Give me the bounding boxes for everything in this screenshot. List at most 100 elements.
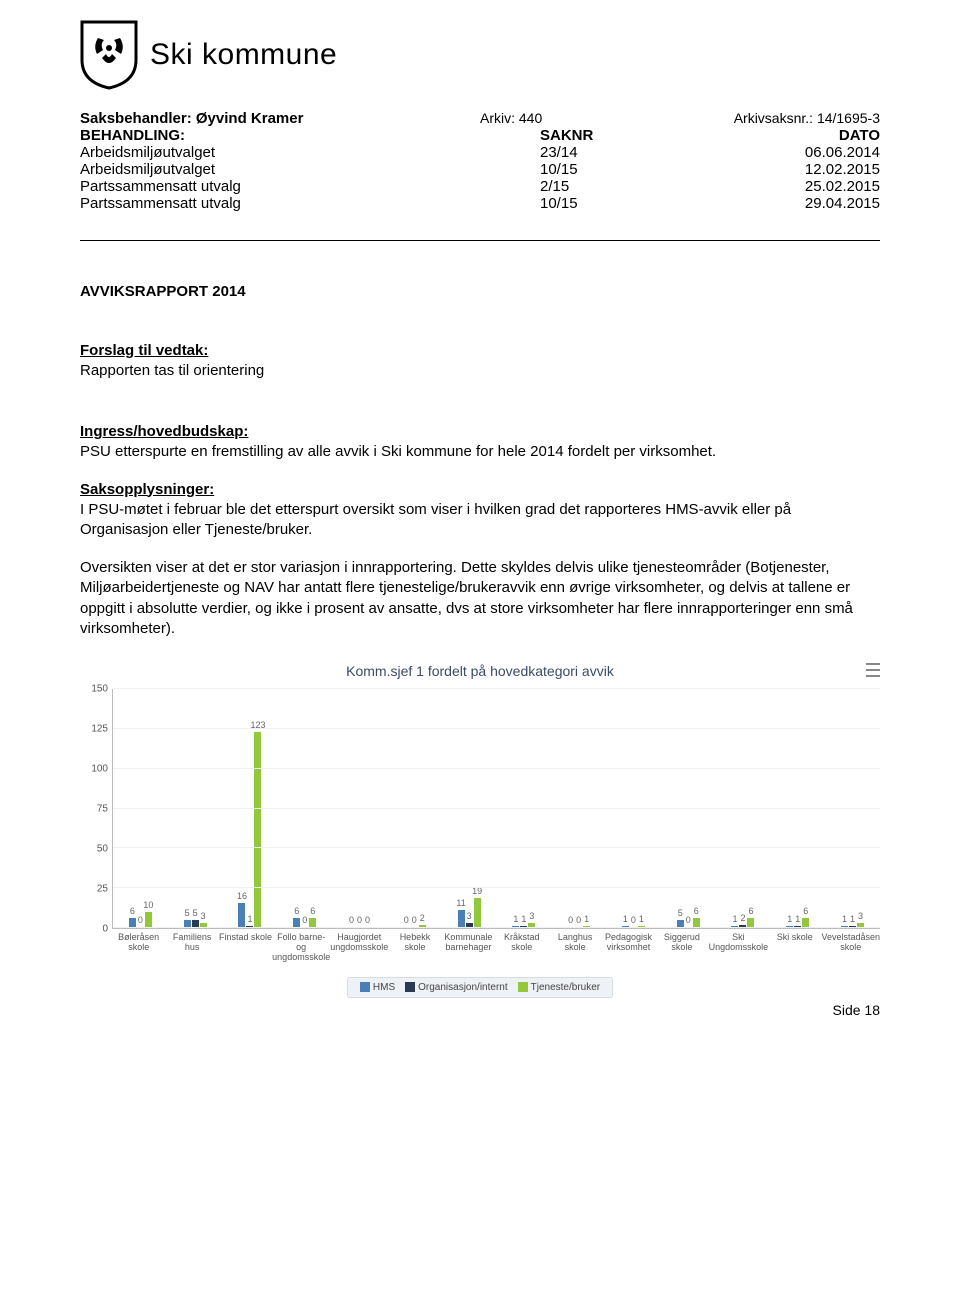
bar-value-label: 0: [357, 915, 362, 925]
bar-group: 606: [277, 689, 332, 928]
bar-value-label: 0: [404, 915, 409, 925]
bar-group: 553: [168, 689, 223, 928]
bar-value-label: 1: [639, 914, 644, 924]
legend-swatch: [360, 982, 370, 992]
bar-value-label: 6: [130, 906, 135, 916]
bar-value-label: 2: [420, 913, 425, 923]
bar-value-label: 0: [576, 915, 581, 925]
report-title: AVVIKSRAPPORT 2014: [80, 283, 880, 300]
bar-value-label: 3: [529, 911, 534, 921]
x-label: Pedagogisk virksomhet: [602, 929, 655, 963]
bar-value-label: 11: [456, 898, 465, 908]
bar-value-label: 5: [185, 908, 190, 918]
bar-value-label: 1: [795, 914, 800, 924]
bar-value-label: 0: [412, 915, 417, 925]
meta-cell: 25.02.2015: [720, 178, 880, 195]
legend-item: Tjeneste/bruker: [518, 982, 600, 993]
meta-row-top: Saksbehandler: Øyvind Kramer Arkiv: 440 …: [80, 110, 880, 127]
org-name: Ski kommune: [150, 38, 337, 72]
x-label: Finstad skole: [219, 929, 272, 963]
x-label: Kråkstad skole: [495, 929, 548, 963]
bar: 19: [474, 898, 481, 928]
bar-group: 002: [387, 689, 442, 928]
bar-value-label: 1: [513, 914, 518, 924]
x-label: Ski skole: [768, 929, 821, 963]
meta-row: Arbeidsmiljøutvalget23/1406.06.2014: [80, 144, 880, 161]
bar-group: 126: [716, 689, 771, 928]
ingress-body: PSU etterspurte en fremstilling av alle …: [80, 442, 880, 462]
chart: Komm.sjef 1 fordelt på hovedkategori avv…: [80, 663, 880, 998]
chart-menu-icon[interactable]: [866, 663, 880, 677]
bar: 123: [254, 732, 261, 928]
bar-value-label: 0: [686, 915, 691, 925]
x-label: Hebekk skole: [388, 929, 441, 963]
bar-value-label: 3: [858, 911, 863, 921]
ingress-section: Ingress/hovedbudskap: PSU etterspurte en…: [80, 423, 880, 462]
bar-group: 116: [770, 689, 825, 928]
col-dato: DATO: [720, 127, 880, 144]
meta-cell: 29.04.2015: [720, 195, 880, 212]
arkivsaksnr-label: Arkivsaksnr.:: [734, 110, 813, 126]
bar-group: 113: [496, 689, 551, 928]
meta-cell: 06.06.2014: [720, 144, 880, 161]
bar-value-label: 1: [623, 914, 628, 924]
legend-item: HMS: [360, 982, 395, 993]
legend: HMS Organisasjon/internt Tjeneste/bruker: [347, 977, 613, 998]
divider: [80, 240, 880, 241]
meta-row: Partssammensatt utvalg10/1529.04.2015: [80, 195, 880, 212]
x-label: Langhus skole: [548, 929, 601, 963]
bar-value-label: 10: [143, 900, 153, 910]
bar-value-label: 1: [247, 914, 252, 924]
bar-value-label: 3: [467, 911, 472, 921]
x-label: Bøleråsen skole: [112, 929, 165, 963]
y-tick-label: 125: [91, 724, 108, 735]
arkiv-value: 440: [519, 110, 542, 126]
bar-value-label: 0: [138, 915, 143, 925]
legend-swatch: [405, 982, 415, 992]
legend-item: Organisasjon/internt: [405, 982, 508, 993]
x-label: Follo barne- og ungdomsskole: [272, 929, 330, 963]
meta-cell: 23/14: [540, 144, 720, 161]
shield-icon: [80, 20, 138, 90]
bar-value-label: 6: [694, 906, 699, 916]
y-tick-label: 150: [91, 684, 108, 695]
meta-cell: Arbeidsmiljøutvalget: [80, 161, 540, 178]
saksopp-p2: Oversikten viser at det er stor variasjo…: [80, 558, 880, 639]
page-number: Side 18: [833, 1002, 880, 1018]
arkiv-label: Arkiv:: [480, 110, 515, 126]
bar-value-label: 1: [850, 914, 855, 924]
bar-value-label: 0: [568, 915, 573, 925]
bar-value-label: 3: [201, 911, 206, 921]
bar: 10: [145, 912, 152, 928]
saksopp-p1: I PSU-møtet i februar ble det etterspurt…: [80, 500, 880, 541]
bar-value-label: 0: [349, 915, 354, 925]
bar-value-label: 5: [193, 908, 198, 918]
bar-value-label: 6: [803, 906, 808, 916]
forslag-body: Rapporten tas til orientering: [80, 361, 880, 381]
meta-table-head: BEHANDLING: SAKNR DATO: [80, 127, 880, 144]
saksbehandler-label: Saksbehandler:: [80, 110, 192, 127]
bar: 11: [458, 910, 465, 928]
meta-table-body: Arbeidsmiljøutvalget23/1406.06.2014Arbei…: [80, 144, 880, 212]
plot-area: 6010553161123606000002113191130011015061…: [112, 689, 880, 929]
y-tick-label: 25: [97, 884, 108, 895]
chart-title: Komm.sjef 1 fordelt på hovedkategori avv…: [80, 663, 880, 679]
meta-cell: Arbeidsmiljøutvalget: [80, 144, 540, 161]
bar-group: 000: [332, 689, 387, 928]
bar-group: 113: [825, 689, 880, 928]
bar-group: 6010: [113, 689, 168, 928]
bar-value-label: 1: [732, 914, 737, 924]
bar-group: 101: [606, 689, 661, 928]
bar-value-label: 6: [310, 906, 315, 916]
bar-value-label: 0: [631, 915, 636, 925]
y-tick-label: 50: [97, 844, 108, 855]
bar-group: 001: [551, 689, 606, 928]
ingress-head: Ingress/hovedbudskap:: [80, 423, 880, 440]
arkivsaksnr-value: 14/1695-3: [817, 110, 880, 126]
saksopp-section: Saksopplysninger: I PSU-møtet i februar …: [80, 481, 880, 640]
col-behandling: BEHANDLING:: [80, 127, 540, 144]
meta-cell: Partssammensatt utvalg: [80, 178, 540, 195]
col-saknr: SAKNR: [540, 127, 720, 144]
bar-value-label: 6: [748, 906, 753, 916]
y-tick-label: 100: [91, 764, 108, 775]
